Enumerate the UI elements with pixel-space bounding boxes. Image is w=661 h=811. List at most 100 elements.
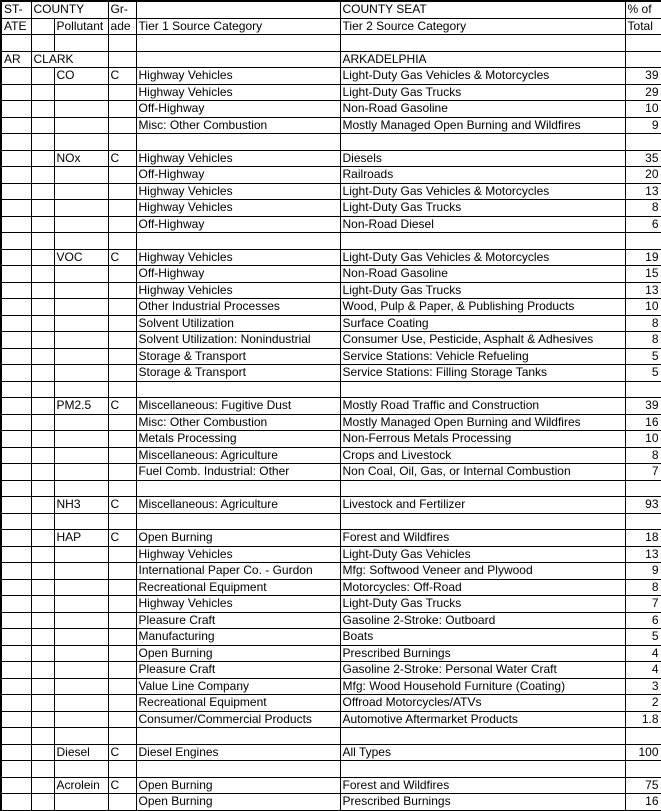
grade-cell: C	[107, 529, 137, 547]
table-row: International Paper Co. - Gurdon Mfg: Sof…	[0, 562, 661, 580]
grade-cell	[107, 446, 137, 464]
tier1-cell: Fuel Comb. Industrial: Other	[135, 463, 341, 481]
blank-cell	[0, 380, 32, 398]
grade-cell	[107, 215, 137, 233]
percent-cell: 10	[624, 100, 661, 118]
tier1-cell: Value Line Company	[135, 677, 341, 695]
blank-cell	[339, 727, 626, 745]
grade-cell	[107, 100, 137, 118]
pollutant-cell: Diesel	[53, 743, 109, 761]
grade-cell	[107, 265, 137, 283]
state-empty	[0, 347, 32, 365]
county-empty	[30, 578, 55, 596]
state-empty	[0, 248, 32, 266]
percent-cell: 13	[624, 545, 661, 563]
grade-cell	[107, 116, 137, 134]
table-row: Value Line Company Mfg: Wood Household Fu…	[0, 677, 661, 695]
tier2-cell: Mfg: Wood Household Furniture (Coating)	[339, 677, 626, 695]
tier2-cell: Railroads	[339, 166, 626, 184]
county-empty	[30, 298, 55, 316]
pollutant-cell	[53, 116, 109, 134]
pollutant-cell: CO	[53, 67, 109, 85]
header-grade: Gr-	[107, 0, 137, 19]
blank-row	[0, 727, 661, 745]
blank-cell	[107, 133, 137, 151]
grade-cell	[107, 694, 137, 712]
table-row: Other Industrial Processes Wood, Pulp & P…	[0, 298, 661, 316]
table-row: Fuel Comb. Industrial: Other Non Coal, Oi…	[0, 463, 661, 481]
tier2-cell: Crops and Livestock	[339, 446, 626, 464]
blank-cell	[624, 727, 661, 745]
percent-cell: 93	[624, 496, 661, 514]
tier2-cell: Boats	[339, 628, 626, 646]
state-empty	[0, 83, 32, 101]
pollutant-cell	[53, 677, 109, 695]
table-row: Solvent Utilization: Nonindustrial Consum…	[0, 331, 661, 349]
pollutant-cell	[53, 83, 109, 101]
header-tier1-blank	[135, 0, 341, 19]
tier1-cell: Storage & Transport	[135, 347, 341, 365]
percent-cell: 3	[624, 677, 661, 695]
pollutant-cell	[53, 694, 109, 712]
table-row: Off-Highway Railroads 20	[0, 166, 661, 184]
blank-row	[0, 760, 661, 778]
state-empty	[0, 562, 32, 580]
table-row: NOx C Highway Vehicles Diesels 35	[0, 149, 661, 167]
county-empty	[30, 430, 55, 448]
state-empty	[0, 397, 32, 415]
blank-cell	[0, 512, 32, 530]
pollutant-cell	[53, 166, 109, 184]
tier2-cell: All Types	[339, 743, 626, 761]
blank-cell	[624, 232, 661, 250]
header-tier1: Tier 1 Source Category	[135, 17, 341, 35]
tier1-cell: Highway Vehicles	[135, 281, 341, 299]
tier2-cell: Light-Duty Gas Vehicles	[339, 545, 626, 563]
grade-cell	[107, 314, 137, 332]
table-row: PM2.5 C Miscellaneous: Fugitive Dust Mostly…	[0, 397, 661, 415]
percent-cell: 13	[624, 182, 661, 200]
county-empty	[30, 529, 55, 547]
percent-cell: 16	[624, 413, 661, 431]
tier1-cell: Solvent Utilization: Nonindustrial	[135, 331, 341, 349]
state-empty	[0, 463, 32, 481]
percent-cell: 8	[624, 446, 661, 464]
blank-row	[0, 133, 661, 151]
state-empty	[0, 430, 32, 448]
pollutant-cell: PM2.5	[53, 397, 109, 415]
state-empty	[0, 67, 32, 85]
table-row: VOC C Highway Vehicles Light-Duty Gas Vehic…	[0, 248, 661, 266]
grade-cell: C	[107, 149, 137, 167]
state-empty	[0, 265, 32, 283]
blank-cell	[135, 380, 341, 398]
table-row: Consumer/Commercial Products Automotive A…	[0, 710, 661, 728]
tier2-cell: Prescribed Burnings	[339, 793, 626, 811]
grade-cell: C	[107, 397, 137, 415]
blank-cell	[107, 479, 137, 497]
county-empty	[30, 595, 55, 613]
grade-cell	[107, 166, 137, 184]
tier2-cell: Gasoline 2-Stroke: Outboard	[339, 611, 626, 629]
header-blank	[30, 17, 55, 35]
pollutant-cell	[53, 265, 109, 283]
percent-cell: 20	[624, 166, 661, 184]
table-row: Off-Highway Non-Road Diesel 6	[0, 215, 661, 233]
county-empty	[30, 281, 55, 299]
table-row: Miscellaneous: Agriculture Crops and Live…	[0, 446, 661, 464]
header-total: Total	[624, 17, 661, 35]
blank-cell	[30, 760, 55, 778]
tier2-cell: Light-Duty Gas Trucks	[339, 83, 626, 101]
grade-cell	[107, 281, 137, 299]
tier1-cell: Miscellaneous: Agriculture	[135, 496, 341, 514]
blank-cell	[339, 512, 626, 530]
tier2-cell: Light-Duty Gas Vehicles & Motorcycles	[339, 248, 626, 266]
state-empty	[0, 100, 32, 118]
percent-cell: 8	[624, 314, 661, 332]
blank-cell	[30, 479, 55, 497]
state-empty	[0, 314, 32, 332]
tier2-cell: Wood, Pulp & Paper, & Publishing Product…	[339, 298, 626, 316]
state-empty	[0, 331, 32, 349]
tier2-cell: Non Coal, Oil, Gas, or Internal Combusti…	[339, 463, 626, 481]
county-empty	[30, 793, 55, 811]
table-row: Off-Highway Non-Road Gasoline 15	[0, 265, 661, 283]
header-pct: % of	[624, 0, 661, 19]
